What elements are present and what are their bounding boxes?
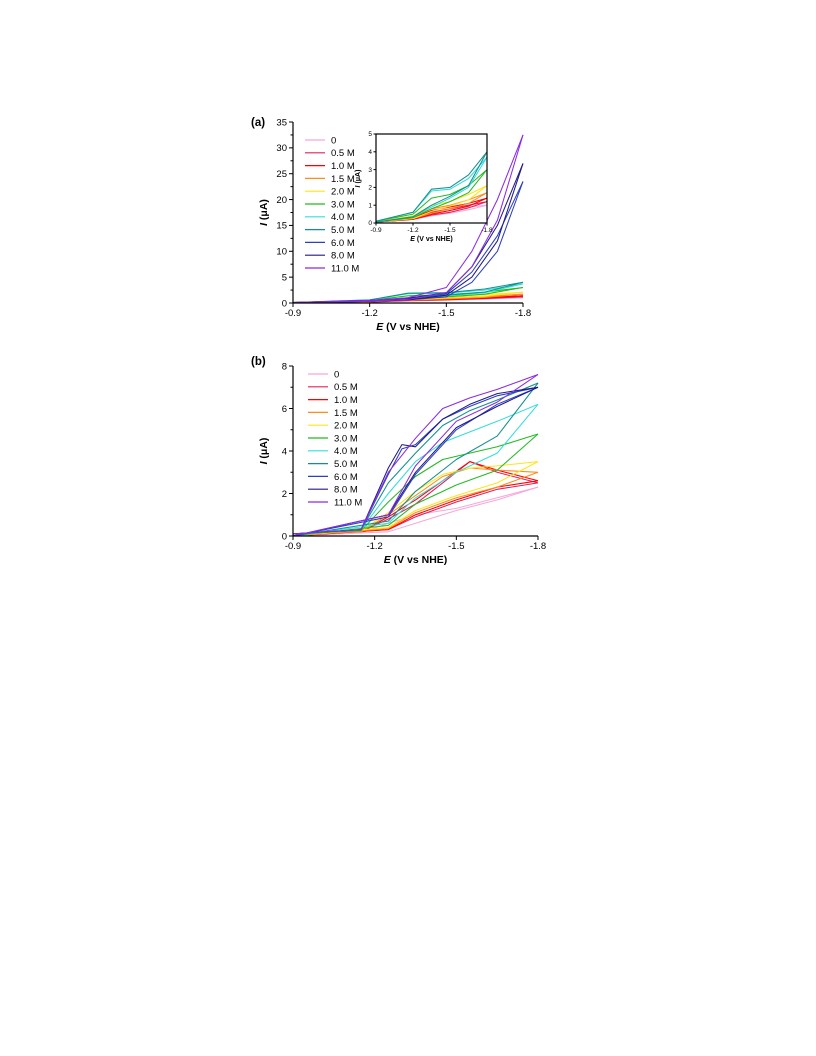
a-inset-y-tick-label: 3 xyxy=(368,167,372,174)
b-y-tick-label: 6 xyxy=(282,404,287,415)
a-series-line-forward xyxy=(292,134,524,304)
a-series-10 xyxy=(292,134,524,304)
a-inset-series-line-backward xyxy=(375,169,488,223)
b-series-line-backward xyxy=(292,486,539,537)
a-inset-x-axis-title: E (V vs NHE) xyxy=(410,236,452,243)
b-x-tick-label: -1.2 xyxy=(366,541,382,552)
b-x-tick-label: -1.5 xyxy=(448,541,464,552)
a-series-line-backward xyxy=(292,134,524,304)
a-inset-x-tick-label: -1.8 xyxy=(481,227,493,234)
a-inset-series-line-backward xyxy=(375,151,488,223)
a-inset-y-tick-label: 0 xyxy=(368,220,372,227)
b-series-line-forward xyxy=(292,403,539,535)
b-legend-label: 0 xyxy=(334,369,339,380)
b-legend-label: 11.0 M xyxy=(334,497,362,508)
b-series-10 xyxy=(292,374,539,537)
b-series-3 xyxy=(292,467,539,537)
a-y-tick-label: 20 xyxy=(276,195,287,206)
a-x-tick-label: -1.2 xyxy=(361,308,377,319)
a-inset-y-tick-label: 5 xyxy=(368,131,372,138)
a-inset-x-tick-label: -1.5 xyxy=(444,227,456,234)
a-legend-label: 3.0 M xyxy=(331,199,355,210)
a-x-tick-label: -1.5 xyxy=(438,308,454,319)
a-y-tick-label: 30 xyxy=(276,143,287,154)
b-series-line-backward xyxy=(292,386,539,537)
a-inset-series-line-backward xyxy=(375,185,488,223)
a-inset-series-line-forward xyxy=(375,151,488,222)
b-y-axis-title: I (μA) xyxy=(258,438,270,465)
b-y-tick-label: 8 xyxy=(282,361,287,372)
a-inset-series-7 xyxy=(375,151,488,223)
b-series-line-backward xyxy=(292,433,539,537)
a-inset-x-tick-label: -0.9 xyxy=(370,227,382,234)
b-series-line-backward xyxy=(292,403,539,537)
a-legend-label: 11.0 M xyxy=(331,263,359,274)
b-legend-label: 0.5 M xyxy=(334,382,358,393)
b-series-line-backward xyxy=(292,374,539,537)
a-inset-frame xyxy=(375,133,488,224)
b-series-5 xyxy=(292,433,539,537)
b-y-tick-label: 0 xyxy=(282,531,287,542)
b-legend-label: 1.0 M xyxy=(334,395,358,406)
a-x-tick-label: -1.8 xyxy=(515,308,531,319)
b-series-line-forward xyxy=(292,382,539,535)
a-legend-label: 1.0 M xyxy=(331,161,355,172)
a-legend-label: 8.0 M xyxy=(331,251,355,262)
b-x-tick-label: -0.9 xyxy=(285,541,301,552)
a-inset-series-4 xyxy=(375,185,488,223)
panel-b-label: (b) xyxy=(251,356,266,368)
a-legend-label: 1.5 M xyxy=(331,174,355,185)
b-legend-label: 1.5 M xyxy=(334,408,358,419)
a-y-tick-label: 5 xyxy=(282,272,287,283)
a-inset-series-line-backward xyxy=(375,197,488,223)
b-series-line-backward xyxy=(292,382,539,537)
b-y-tick-label: 4 xyxy=(282,446,287,457)
a-inset-y-tick-label: 2 xyxy=(368,185,372,192)
a-y-tick-label: 35 xyxy=(276,117,287,128)
a-legend-label: 2.0 M xyxy=(331,187,355,198)
b-y-tick-label: 2 xyxy=(282,489,287,500)
b-legend-label: 2.0 M xyxy=(334,421,358,432)
b-series-line-backward xyxy=(292,471,539,537)
a-y-axis-title: I (μA) xyxy=(258,199,270,226)
a-legend-label: 5.0 M xyxy=(331,225,355,236)
b-legend-label: 5.0 M xyxy=(334,459,358,470)
b-legend-label: 8.0 M xyxy=(334,485,358,496)
a-y-tick-label: 10 xyxy=(276,247,287,258)
a-legend-label: 6.0 M xyxy=(331,238,355,249)
b-series-line-backward xyxy=(292,461,539,537)
a-y-tick-label: 25 xyxy=(276,169,287,180)
b-series-line-forward xyxy=(292,386,539,535)
b-series-line-forward xyxy=(292,467,539,535)
a-inset-series-line-forward xyxy=(375,185,488,222)
b-series-line-forward xyxy=(292,386,539,535)
a-inset-y-tick-label: 1 xyxy=(368,202,372,209)
b-legend-label: 6.0 M xyxy=(334,472,358,483)
b-series-line-backward xyxy=(292,480,539,537)
b-legend-label: 4.0 M xyxy=(334,446,358,457)
panel-b: (b) -0.9 -1.2 -1.5 -1.8 0 2 4 6 8 E (V vs NHE) I (μ… xyxy=(251,356,546,566)
b-series-6 xyxy=(292,403,539,537)
panel-a-label: (a) xyxy=(251,117,265,129)
a-inset-x-tick-label: -1.2 xyxy=(407,227,419,234)
a-x-axis-title: E (V vs NHE) xyxy=(376,321,440,333)
a-y-tick-label: 0 xyxy=(282,298,287,309)
a-legend-label: 0.5 M xyxy=(331,148,355,159)
a-legend-label: 0 xyxy=(331,135,336,146)
a-inset: -0.9 -1.2 -1.5 -1.8 0 1 2 3 4 5 E (V vs NHE) I (μA) xyxy=(355,131,493,243)
b-x-axis-title: E (V vs NHE) xyxy=(384,554,448,566)
a-y-tick-label: 15 xyxy=(276,221,287,232)
b-legend-label: 3.0 M xyxy=(334,433,358,444)
a-inset-y-tick-label: 4 xyxy=(368,149,372,156)
a-x-tick-label: -0.9 xyxy=(285,308,301,319)
b-x-tick-label: -1.8 xyxy=(530,541,546,552)
a-inset-y-axis-title: I (μA) xyxy=(355,170,362,188)
a-legend-label: 4.0 M xyxy=(331,212,355,223)
